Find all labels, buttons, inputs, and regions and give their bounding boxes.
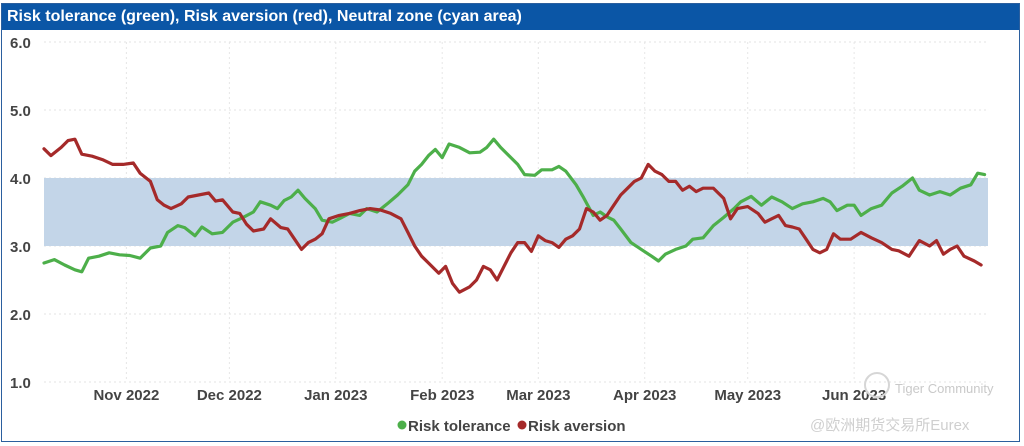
y-tick-label: 5.0 [10,103,31,120]
neutral-zone-band [44,178,988,246]
x-axis: Nov 2022 Dec 2022 Jan 2023 Feb 2023 Mar 2023… [93,387,886,404]
y-tick-label: 1.0 [10,375,31,392]
legend-label: Risk aversion [528,418,626,435]
x-tick-label: Apr 2023 [613,387,676,404]
watermark-community: Tiger Community [895,381,994,396]
x-tick-label: Nov 2022 [93,387,159,404]
series-line-risk-aversion [42,137,983,294]
x-tick-label: Feb 2023 [410,387,474,404]
y-tick-label: 3.0 [10,239,31,256]
x-tick-label: Jan 2023 [304,387,367,404]
y-tick-label: 4.0 [10,171,31,188]
legend-marker [397,420,407,430]
legend: Risk tolerance Risk aversion [397,418,626,435]
x-tick-label: May 2023 [714,387,781,404]
chart-title: Risk tolerance (green), Risk aversion (r… [2,4,1019,30]
series-lines [42,137,987,294]
tiger-logo-icon [864,372,890,398]
legend-label: Risk tolerance [408,418,511,435]
y-tick-label: 6.0 [10,35,31,52]
watermark-source: @欧洲期货交易所Eurex [810,417,970,434]
y-axis: 1.0 2.0 3.0 4.0 5.0 6.0 [10,35,31,392]
x-tick-label: Dec 2022 [197,387,262,404]
y-tick-label: 2.0 [10,307,31,324]
legend-marker [517,420,527,430]
x-tick-label: Mar 2023 [506,387,570,404]
series-line-risk-tolerance [42,137,987,274]
